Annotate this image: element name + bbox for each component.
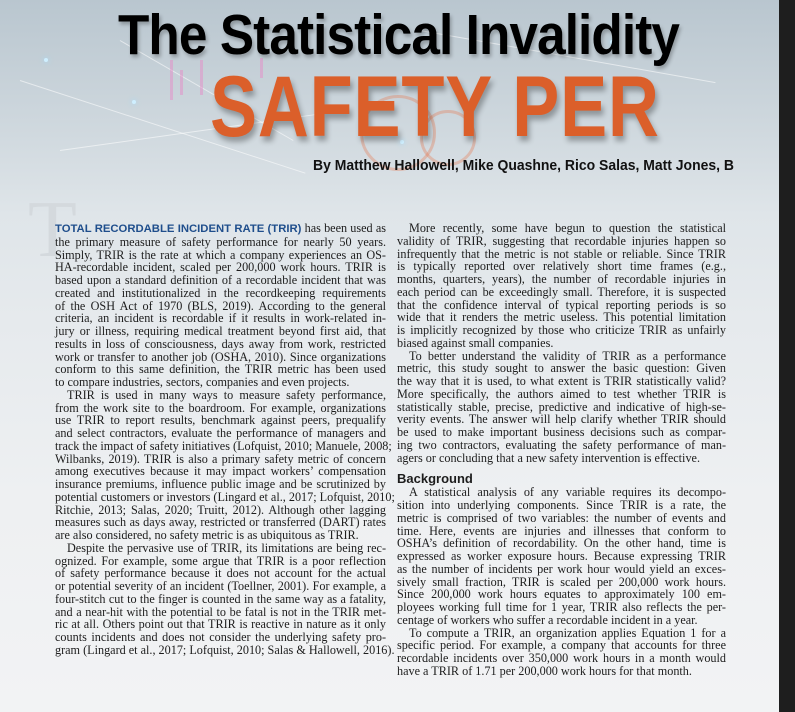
text-line: Simply, TRIR is the rate at which a comp…: [55, 247, 386, 262]
text-line: is implicitly recognized by those who cr…: [397, 323, 726, 337]
drop-cap: T: [28, 186, 77, 274]
paragraph: TOTAL RECORDABLE INCIDENT RATE (TRIR) ha…: [55, 222, 386, 389]
text-line: gram (Lingard et al., 2017; Lofquist, 20…: [55, 642, 395, 657]
text-line: conform to this same definition, the TRI…: [55, 362, 386, 377]
title-area: The Statistical Invalidity SAFETY PER By…: [118, 3, 734, 174]
text-line: validity of TRIR, suggesting that record…: [397, 233, 726, 248]
text-line: metric is comprised of two variables: th…: [397, 510, 726, 525]
text-line: HA-recordable incident, scaled per 200,0…: [55, 260, 386, 275]
text-line: wide that it renders the metric useless.…: [397, 310, 726, 325]
text-line: A statistical analysis of any variable r…: [409, 485, 726, 500]
header-background-image: [0, 0, 779, 215]
text-line: sively small fraction, TRIR is scaled pe…: [397, 574, 726, 589]
text-line: among executives because it may impact w…: [55, 464, 386, 479]
text-line: months, quarters, years), the number of …: [397, 272, 726, 286]
text-line: TOTAL RECORDABLE INCIDENT RATE (TRIR) ha…: [55, 222, 386, 236]
text-line: use TRIR to report results, benchmark ag…: [55, 413, 386, 428]
text-line: expressed as worker exposure hours. Beca…: [397, 549, 726, 563]
text-line: More recently, some have begun to questi…: [409, 221, 726, 235]
article-title: The Statistical Invalidity: [118, 3, 680, 67]
text-line: four-stitch cut to the finger is counted…: [55, 591, 386, 606]
text-line: that the confidence interval of typical …: [397, 297, 726, 312]
text-line: the primary measure of safety performanc…: [55, 234, 386, 249]
text-line: or potential severity of an incident (To…: [55, 579, 386, 593]
text-line: infrequently that the metric is not stab…: [397, 246, 726, 261]
text-line: Despite the pervasive use of TRIR, its l…: [67, 540, 386, 555]
text-line: and a near-hit with the potential to be …: [55, 604, 386, 619]
text-line: To compute a TRIR, an organization appli…: [409, 625, 726, 640]
text-line: as the number of incidents per work hour…: [397, 561, 726, 576]
byline: By Matthew Hallowell, Mike Quashne, Rico…: [313, 157, 734, 174]
text-line: ognized. For example, some argue that TR…: [55, 553, 386, 568]
text-line: More specifically, the authors aimed to …: [397, 386, 726, 401]
paragraph: To better understand the validity of TRI…: [397, 348, 726, 465]
text-line: sition into underlying components. Since…: [397, 498, 726, 512]
text-line: counts incidents and does not consider t…: [55, 630, 386, 644]
text-line: ric at all. Others point out that TRIR i…: [55, 617, 386, 632]
text-line: created and institutionalized in the rec…: [55, 285, 386, 300]
viewer-edge: [779, 0, 795, 712]
section-heading: Background: [397, 471, 473, 487]
text-line: is typically reported over relatively sh…: [397, 259, 726, 274]
text-line: Since 200,000 work hours equates to appr…: [397, 587, 726, 602]
text-line: criteria, an incident is recordable if i…: [55, 311, 386, 326]
text-line: agers or concluding that a new safety in…: [397, 450, 700, 465]
text-line: measures such as days away, restricted o…: [55, 515, 386, 530]
text: has been used as: [301, 221, 386, 235]
text-line: to compare industries, sectors, companie…: [55, 375, 350, 389]
text-line: statistically stable, precise, predictiv…: [397, 399, 726, 414]
text-line: Ritchie, 2013; Salas, 2020; Truitt, 2012…: [55, 502, 386, 517]
text-line: work or transfer to another job (OSHA, 2…: [55, 349, 386, 364]
text-line: metric, this study sought to answer the …: [397, 361, 726, 376]
paragraph: TRIR is used in many ways to measure saf…: [55, 387, 395, 542]
text-line: the way that it is used, to what extent …: [397, 374, 726, 388]
text-line: recordable incidents over 350,000 work h…: [397, 651, 726, 665]
text-line: results in loss of consciousness, days a…: [55, 336, 386, 351]
text-line: are also considered, no safety metric is…: [55, 528, 359, 542]
text-line: insurance premiums, influence public ima…: [55, 477, 386, 491]
text-line: centage of workers who suffer a recordab…: [397, 612, 698, 627]
right-column: More recently, some have begun to questi…: [397, 222, 726, 678]
text-line: be used to make important business decis…: [397, 425, 726, 439]
text-line: potential customers or investors (Lingar…: [55, 489, 395, 504]
article-subtitle: SAFETY PER: [210, 59, 660, 155]
text-line: of the OSH Act of 1970 (BLS, 2019). Acco…: [55, 298, 386, 313]
text-line: and select contractors, evaluate the per…: [55, 426, 386, 440]
paragraph: More recently, some have begun to questi…: [397, 222, 726, 350]
paragraph: A statistical analysis of any variable r…: [397, 486, 726, 626]
text-line: track the impact of safety initiatives (…: [55, 438, 392, 453]
text-line: of safety performance because it does no…: [55, 566, 386, 581]
text-line: OSHA’s definition of recordability. On t…: [397, 536, 726, 551]
left-column: TOTAL RECORDABLE INCIDENT RATE (TRIR) ha…: [55, 222, 395, 657]
text-line: To better understand the validity of TRI…: [409, 348, 726, 363]
text-line: have a TRIR of 1.71 per 200,000 work hou…: [397, 663, 692, 678]
text-line: ing two contractors, evaluating the safe…: [397, 437, 726, 452]
paragraph: To compute a TRIR, an organization appli…: [397, 625, 726, 678]
text-line: from the work site to the boardroom. For…: [55, 400, 386, 415]
lead-in: TOTAL RECORDABLE INCIDENT RATE (TRIR): [55, 223, 302, 235]
text-line: time. Here, events are injuries and illn…: [397, 523, 726, 538]
text-line: biased against small companies.: [397, 335, 554, 350]
text-line: TRIR is used in many ways to measure saf…: [67, 387, 386, 402]
text-line: Wilbanks, 2019). TRIR is also a primary …: [55, 451, 386, 466]
text-line: verity events. The answer will help clar…: [397, 412, 726, 427]
text-line: based upon a standard definition of a re…: [55, 273, 386, 287]
text-line: specific period. For example, a company …: [397, 638, 726, 653]
paragraph: Despite the pervasive use of TRIR, its l…: [55, 540, 395, 657]
text-line: ployees working full time for 1 year, TR…: [397, 600, 726, 614]
text-line: each period can be exceedingly small. Th…: [397, 284, 726, 299]
text-line: jury or illness, requiring medical treat…: [55, 324, 386, 338]
